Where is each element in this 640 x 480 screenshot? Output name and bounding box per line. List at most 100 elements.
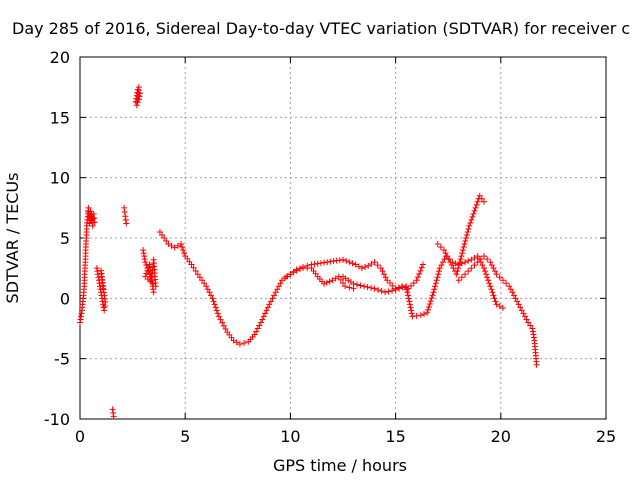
data-point bbox=[491, 295, 498, 302]
plot-frame bbox=[79, 56, 607, 420]
data-point bbox=[435, 271, 442, 278]
data-point bbox=[492, 268, 499, 275]
data-point bbox=[190, 264, 197, 271]
data-point bbox=[496, 274, 503, 281]
data-point bbox=[140, 247, 147, 254]
data-point bbox=[377, 265, 384, 272]
data-point bbox=[346, 259, 353, 266]
data-point bbox=[140, 250, 147, 257]
data-point bbox=[122, 216, 129, 223]
data-point bbox=[467, 219, 474, 226]
data-point bbox=[407, 304, 414, 311]
data-point bbox=[100, 285, 107, 292]
data-point bbox=[426, 301, 433, 308]
data-point bbox=[444, 253, 451, 260]
data-point bbox=[382, 274, 389, 281]
data-point bbox=[490, 292, 497, 299]
data-point bbox=[509, 289, 516, 296]
data-point bbox=[503, 280, 510, 287]
x-tick-label: 25 bbox=[596, 427, 616, 446]
data-point bbox=[471, 207, 478, 214]
data-point bbox=[408, 310, 415, 317]
data-point bbox=[439, 259, 446, 266]
data-point bbox=[436, 265, 443, 272]
x-tick-label: 5 bbox=[180, 427, 190, 446]
data-point bbox=[256, 322, 263, 329]
data-point bbox=[355, 263, 362, 270]
data-point bbox=[179, 244, 186, 251]
data-point bbox=[457, 256, 464, 263]
data-point bbox=[156, 228, 163, 235]
data-point bbox=[204, 286, 211, 293]
data-point bbox=[523, 316, 530, 323]
data-point bbox=[406, 298, 413, 305]
data-point bbox=[174, 242, 181, 249]
data-point bbox=[230, 337, 237, 344]
data-point bbox=[506, 283, 513, 290]
data-point bbox=[329, 277, 336, 284]
data-point bbox=[209, 295, 216, 302]
data-point bbox=[374, 262, 381, 269]
data-point bbox=[342, 283, 349, 290]
data-point bbox=[100, 304, 107, 311]
data-point bbox=[343, 257, 350, 264]
data-point bbox=[201, 280, 208, 287]
data-point bbox=[283, 273, 290, 280]
data-point bbox=[468, 216, 475, 223]
data-point bbox=[405, 295, 412, 302]
data-point bbox=[323, 279, 330, 286]
data-point bbox=[110, 413, 117, 420]
data-point bbox=[368, 260, 375, 267]
data-point bbox=[293, 267, 300, 274]
data-point bbox=[454, 268, 461, 275]
data-point bbox=[93, 265, 100, 272]
data-point bbox=[142, 259, 149, 266]
data-point bbox=[150, 289, 157, 296]
data-point bbox=[141, 256, 148, 263]
data-point bbox=[171, 244, 178, 251]
data-point bbox=[404, 289, 411, 296]
data-point bbox=[161, 235, 168, 241]
data-point bbox=[90, 215, 97, 222]
data-point bbox=[340, 256, 346, 263]
data-point bbox=[406, 301, 413, 308]
chart-title: Day 285 of 2016, Sidereal Day-to-day VTE… bbox=[12, 19, 630, 38]
data-point bbox=[269, 295, 276, 302]
data-point bbox=[463, 235, 470, 241]
data-point bbox=[510, 292, 517, 299]
data-point bbox=[458, 274, 465, 281]
data-point bbox=[480, 198, 487, 205]
data-point bbox=[482, 268, 489, 275]
data-point bbox=[512, 295, 519, 302]
data-point bbox=[489, 289, 496, 296]
x-tick-label: 15 bbox=[385, 427, 405, 446]
data-point bbox=[480, 265, 487, 272]
data-point bbox=[462, 259, 469, 266]
y-tick-label: 0 bbox=[60, 289, 70, 308]
data-point bbox=[121, 204, 128, 211]
y-tick-label: 20 bbox=[50, 48, 70, 67]
data-point bbox=[304, 262, 311, 269]
y-axis-title: SDTVAR / TECUs bbox=[3, 173, 22, 304]
data-point bbox=[496, 303, 503, 310]
data-point bbox=[484, 256, 491, 263]
data-point bbox=[416, 270, 423, 277]
data-point bbox=[188, 261, 195, 268]
data-point bbox=[241, 339, 248, 346]
data-point bbox=[352, 261, 359, 268]
data-point bbox=[403, 283, 410, 290]
data-point bbox=[194, 271, 201, 278]
data-point bbox=[274, 286, 281, 293]
data-point bbox=[78, 310, 85, 317]
data-point bbox=[386, 280, 393, 287]
data-point bbox=[296, 265, 303, 272]
data-point bbox=[213, 307, 220, 314]
data-point bbox=[529, 325, 536, 332]
data-point bbox=[456, 259, 463, 266]
data-point bbox=[254, 325, 261, 332]
data-point bbox=[141, 253, 148, 260]
data-point bbox=[477, 256, 484, 263]
data-point bbox=[525, 319, 532, 326]
data-point bbox=[507, 286, 514, 293]
data-point bbox=[533, 361, 540, 368]
